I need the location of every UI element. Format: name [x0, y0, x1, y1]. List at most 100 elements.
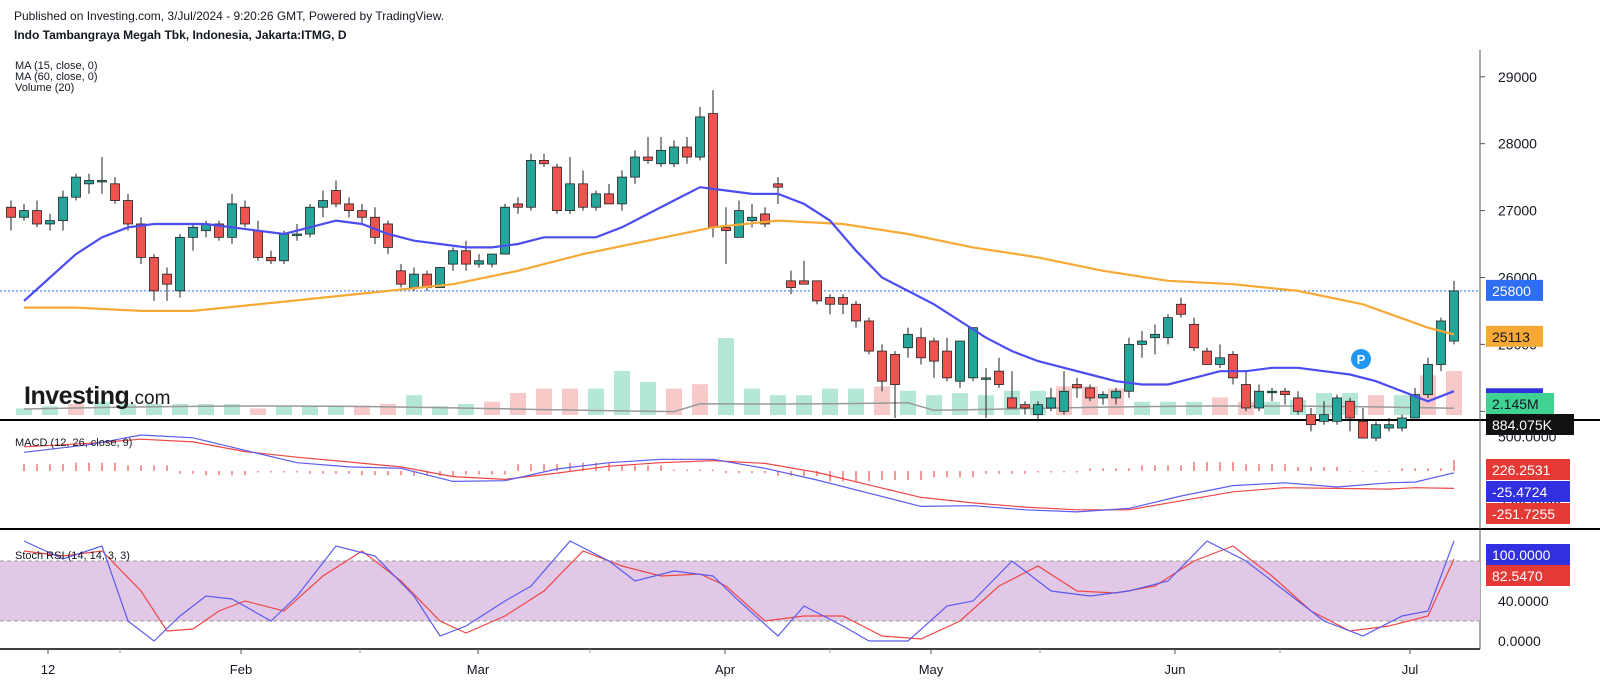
- candle-body: [1241, 384, 1251, 409]
- candle: [851, 300, 861, 328]
- volume-bar: [822, 388, 838, 415]
- candle: [1150, 324, 1160, 355]
- volume-bar: [120, 404, 136, 415]
- candle: [1228, 351, 1238, 385]
- volume-bar: [224, 404, 240, 415]
- candle-body: [513, 203, 523, 208]
- candle-body: [1397, 417, 1407, 429]
- candle-body: [604, 193, 614, 205]
- volume-bar: [1446, 371, 1462, 415]
- candle: [1449, 280, 1459, 345]
- volume-bar: [250, 408, 266, 415]
- volume-bar: [588, 388, 604, 415]
- candle: [461, 240, 471, 271]
- candle-body: [630, 156, 640, 178]
- candle: [19, 203, 29, 221]
- volume-bar: [1368, 395, 1384, 415]
- candle-body: [1384, 424, 1394, 429]
- candle: [1020, 401, 1030, 415]
- volume-bar: [406, 395, 422, 415]
- candle: [591, 190, 601, 211]
- candle-body: [396, 270, 406, 285]
- candle-body: [799, 280, 809, 285]
- candle-body: [6, 206, 16, 218]
- candle: [1371, 421, 1381, 442]
- candle-body: [838, 297, 848, 305]
- candle: [1358, 407, 1368, 439]
- candle: [994, 357, 1004, 388]
- stoch-k-badge-bg: [1486, 544, 1570, 565]
- candle: [97, 157, 107, 194]
- candle-body: [1410, 394, 1420, 419]
- candle: [1202, 347, 1212, 365]
- candle-body: [942, 350, 952, 379]
- candle: [526, 153, 536, 211]
- candle: [487, 253, 497, 268]
- candle-body: [812, 280, 822, 302]
- volume-bar: [666, 388, 682, 415]
- candle-body: [1436, 320, 1446, 365]
- candle: [1111, 387, 1121, 405]
- stoch-d-line: [23, 545, 1455, 640]
- candle-body: [162, 273, 172, 285]
- volume-bar: [770, 395, 786, 415]
- candle-body: [331, 190, 341, 205]
- candle-body: [32, 210, 42, 225]
- candle: [903, 327, 913, 358]
- candle: [279, 230, 289, 265]
- volume-bar: [1134, 401, 1150, 415]
- volume-bar: [354, 406, 370, 415]
- candle: [825, 294, 835, 315]
- candle-body: [240, 206, 250, 225]
- candle-body: [227, 203, 237, 238]
- candle-body: [1033, 404, 1043, 416]
- stoch-band: [0, 561, 1480, 621]
- macd-line: [23, 434, 1455, 513]
- candle-body: [292, 233, 302, 236]
- candle: [1423, 357, 1433, 398]
- candle-body: [994, 370, 1004, 385]
- candle: [1306, 407, 1316, 432]
- candle: [6, 200, 16, 231]
- candle: [474, 254, 484, 268]
- candle-body: [578, 183, 588, 208]
- volume-bar: [510, 393, 526, 415]
- candle: [45, 213, 55, 231]
- candle-body: [19, 210, 29, 218]
- candle: [344, 197, 354, 218]
- candle: [1384, 418, 1394, 432]
- candle: [1397, 414, 1407, 432]
- volume-bar: [16, 408, 32, 415]
- candle-body: [851, 303, 861, 322]
- candle: [1436, 317, 1446, 372]
- x-tick-label: Feb: [230, 662, 252, 677]
- candle-body: [877, 350, 887, 382]
- candle-body: [1332, 397, 1342, 422]
- volume-bar: [848, 388, 864, 415]
- volume-badge-up: 2.145M: [1492, 396, 1539, 412]
- candle: [370, 207, 380, 245]
- candle-body: [929, 340, 939, 362]
- ma15-legend: MA (15, close, 0): [15, 60, 98, 72]
- p-marker-label: P: [1357, 352, 1366, 367]
- candle-body: [903, 333, 913, 349]
- candle: [1163, 314, 1173, 345]
- candle-body: [97, 180, 107, 183]
- candle: [149, 254, 159, 301]
- volume-bar: [302, 406, 318, 415]
- candle-body: [305, 206, 315, 235]
- candle-body: [1371, 424, 1381, 439]
- volume-bar: [432, 406, 448, 415]
- candle-body: [1111, 390, 1121, 399]
- candle-body: [474, 260, 484, 265]
- candle: [1293, 391, 1303, 415]
- candle: [188, 223, 198, 251]
- x-tick-label: May: [919, 662, 944, 677]
- candle: [812, 280, 822, 305]
- candle-body: [1163, 317, 1173, 339]
- candle: [1241, 371, 1251, 412]
- candle-body: [695, 116, 705, 158]
- stoch-tick-label: 0.0000: [1498, 633, 1541, 649]
- candle-body: [435, 267, 445, 288]
- candle: [643, 136, 653, 164]
